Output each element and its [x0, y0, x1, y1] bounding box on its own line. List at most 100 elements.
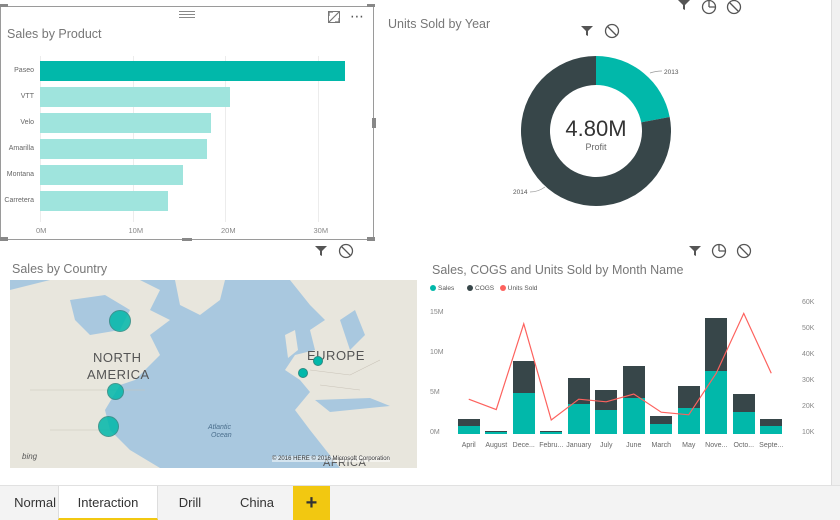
highlight-pie-icon[interactable]: [711, 243, 727, 264]
bar-sales[interactable]: [705, 370, 728, 434]
x-tick-label: March: [651, 442, 671, 449]
x-tick-label: Febru...: [539, 442, 564, 449]
x-tick-label: Dece...: [512, 442, 535, 449]
resize-handle[interactable]: [372, 118, 376, 128]
x-tick-label: January: [566, 442, 592, 449]
bar-cogs[interactable]: [732, 394, 755, 413]
bar-cogs[interactable]: [512, 360, 535, 394]
highlight-pie-icon[interactable]: [701, 0, 717, 21]
bar-sales[interactable]: [567, 403, 590, 434]
map-label-america: AMERICA: [87, 367, 150, 382]
no-impact-icon[interactable]: [338, 243, 354, 264]
focus-mode-icon[interactable]: [328, 10, 340, 23]
y2-tick-label: 20K: [802, 403, 815, 410]
y2-tick-label: 40K: [802, 351, 815, 358]
y2-tick-label: 10K: [802, 429, 815, 436]
y2-tick-label: 60K: [802, 299, 815, 306]
sales-by-country-map[interactable]: NORTH AMERICA EUROPE AFRICA Atlantic Oce…: [10, 280, 417, 468]
filter-icon[interactable]: [677, 0, 691, 19]
legend-item[interactable]: Sales: [430, 285, 454, 292]
bar-cogs[interactable]: [622, 366, 645, 399]
x-tick-label: 10M: [128, 226, 144, 235]
map-label-atlantic: Atlantic: [208, 424, 231, 431]
map-bubble-canada[interactable]: [109, 310, 131, 332]
bar-cogs[interactable]: [705, 317, 728, 371]
x-tick-label: 20M: [221, 226, 236, 235]
units-by-year-title: Units Sold by Year: [388, 17, 491, 31]
resize-handle[interactable]: [0, 4, 8, 7]
y-tick-label: 0M: [430, 429, 440, 436]
donut-center-value: 4.80M: [565, 116, 627, 141]
map-bubble-france[interactable]: [298, 368, 308, 378]
tab-normal[interactable]: Normal: [14, 495, 56, 510]
bar-paseo[interactable]: [40, 61, 346, 81]
resize-handle[interactable]: [367, 4, 375, 7]
bar-sales[interactable]: [650, 424, 673, 434]
map-label-north: NORTH: [93, 350, 142, 365]
bar-cogs[interactable]: [595, 390, 618, 410]
bar-category-label: Amarilla: [8, 145, 34, 152]
x-tick-label: Octo...: [733, 442, 755, 449]
resize-handle[interactable]: [367, 237, 375, 241]
more-options-icon[interactable]: ⋯: [350, 8, 365, 24]
bar-carretera[interactable]: [40, 191, 168, 211]
x-tick-label: July: [600, 442, 613, 449]
bar-velo[interactable]: [40, 113, 212, 133]
bar-sales[interactable]: [677, 407, 700, 434]
tab-china[interactable]: China: [240, 495, 274, 510]
bar-cogs[interactable]: [457, 418, 480, 426]
donut-center-label: Profit: [585, 142, 607, 152]
resize-handle[interactable]: [182, 238, 192, 241]
x-tick-label: Nove...: [705, 442, 728, 449]
x-tick-label: 30M: [313, 226, 329, 235]
bar-sales[interactable]: [512, 393, 535, 434]
legend-item[interactable]: COGS: [467, 285, 494, 292]
donut-slice-2014[interactable]: [521, 56, 671, 206]
filter-icon[interactable]: [580, 24, 594, 43]
legend-item[interactable]: Units Sold: [499, 285, 537, 292]
donut-slice-2013[interactable]: [596, 56, 670, 123]
x-tick-label: June: [626, 442, 642, 449]
filter-icon[interactable]: [314, 244, 328, 263]
page-tab-bar: Normal Interaction Drill China +: [0, 485, 840, 520]
vertical-scrollbar[interactable]: [831, 0, 840, 485]
filter-icon[interactable]: [688, 244, 702, 263]
bar-cogs[interactable]: [650, 416, 673, 425]
bar-sales[interactable]: [732, 412, 755, 434]
bar-sales[interactable]: [760, 425, 783, 434]
add-page-button[interactable]: +: [293, 486, 330, 520]
bar-cogs[interactable]: [540, 430, 563, 433]
bar-sales[interactable]: [595, 409, 618, 434]
tab-interaction[interactable]: Interaction: [58, 486, 158, 520]
bar-montana[interactable]: [40, 165, 184, 185]
bar-cogs[interactable]: [485, 430, 508, 433]
bar-amarilla[interactable]: [40, 139, 207, 159]
bar-sales[interactable]: [485, 432, 508, 434]
bar-sales[interactable]: [622, 398, 645, 434]
bar-sales[interactable]: [540, 432, 563, 434]
no-impact-icon[interactable]: [736, 243, 752, 264]
donut-label-2014: 2014: [513, 189, 528, 196]
map-bubble-mexico[interactable]: [98, 416, 119, 437]
map-bubble-germany[interactable]: [313, 356, 323, 366]
bar-category-label: Montana: [6, 171, 34, 178]
map-label-ocean: Ocean: [211, 432, 232, 439]
bar-vtt[interactable]: [40, 87, 230, 107]
drag-handle-icon[interactable]: [179, 11, 195, 12]
x-tick-label: April: [461, 442, 476, 449]
bar-cogs[interactable]: [677, 386, 700, 408]
no-impact-icon[interactable]: [726, 0, 742, 21]
tab-drill[interactable]: Drill: [178, 495, 202, 510]
sales-by-country-title: Sales by Country: [12, 262, 108, 276]
gridline: [317, 56, 319, 222]
bar-sales[interactable]: [457, 425, 480, 434]
bar-cogs[interactable]: [567, 377, 590, 404]
bar-cogs[interactable]: [760, 419, 783, 426]
y2-tick-label: 30K: [802, 377, 815, 384]
no-impact-icon[interactable]: [604, 23, 620, 44]
x-tick-label: August: [485, 442, 508, 449]
y-tick-label: 10M: [430, 348, 444, 356]
resize-handle[interactable]: [0, 237, 8, 241]
sales-by-product-title: Sales by Product: [7, 27, 102, 41]
map-bubble-usa[interactable]: [107, 383, 124, 400]
